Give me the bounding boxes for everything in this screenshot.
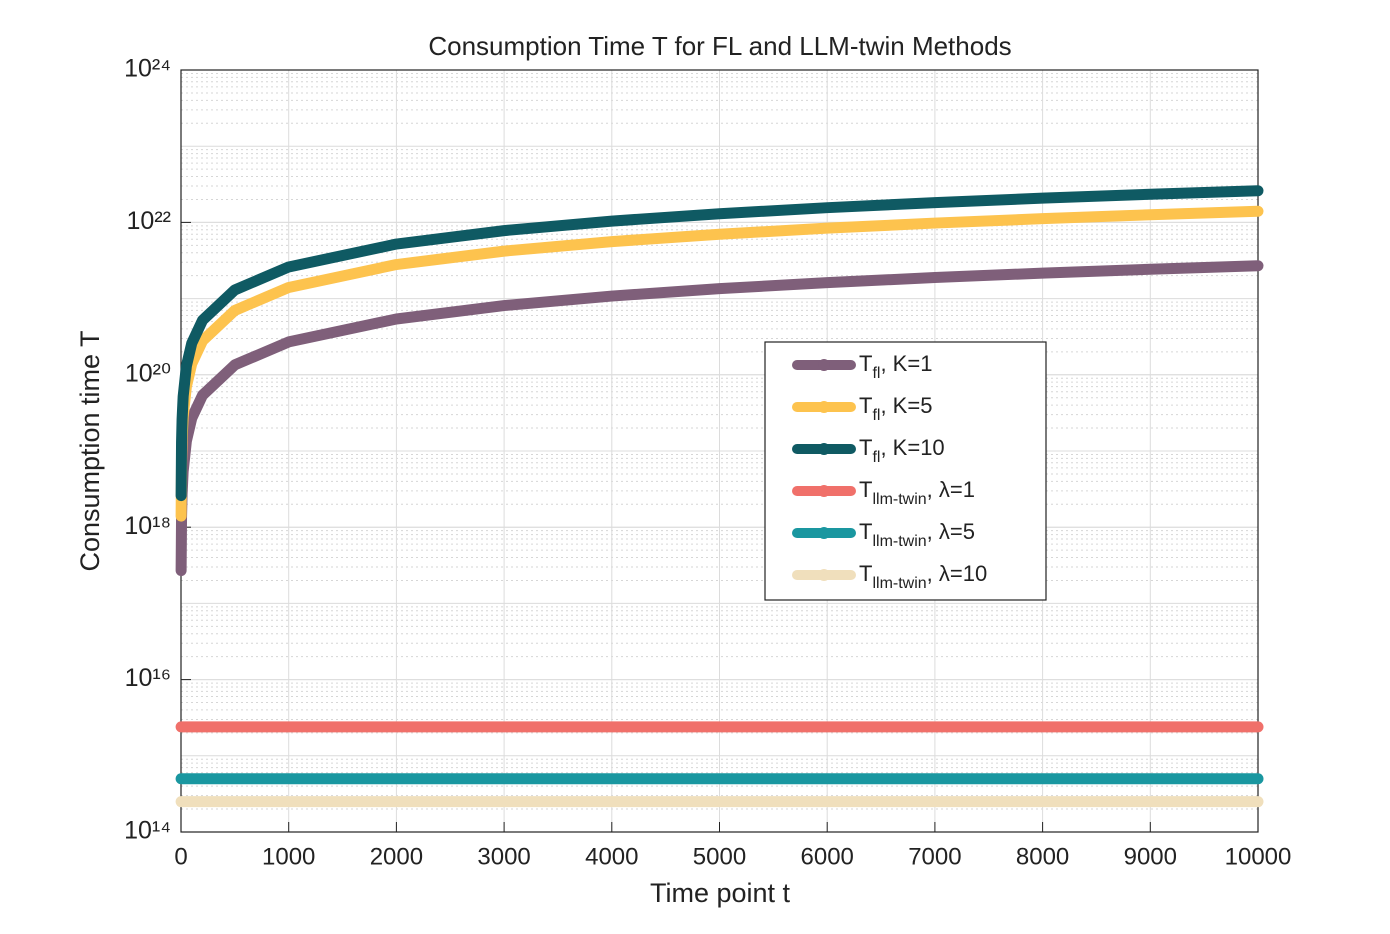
legend-marker [818,569,830,581]
legend-marker [818,443,830,455]
legend-label-part: , K=10 [880,435,944,460]
legend-label: Tfl, K=5 [859,393,932,424]
legend-label-part: T [859,477,872,502]
legend-label-sub: llm-twin [872,575,926,592]
legend-label: Tllm-twin, λ=10 [859,561,987,592]
legend-marker [818,485,830,497]
legend-label: Tllm-twin, λ=1 [859,477,975,508]
x-tick-label: 8000 [1016,843,1069,870]
legend-marker [818,401,830,413]
y-tick-label: 10¹⁶ [125,664,171,692]
x-axis-label: Time point t [650,878,791,908]
legend-marker [818,359,830,371]
x-tick-label: 5000 [693,843,746,870]
legend-label-sub: llm-twin [872,533,926,550]
legend-label-part: , λ=10 [927,561,988,586]
x-tick-label: 4000 [585,843,638,870]
x-tick-label: 6000 [801,843,854,870]
y-axis-label: Consumption time T [75,330,105,571]
legend-label-part: , K=5 [880,393,932,418]
x-tick-label: 10000 [1225,843,1292,870]
legend-label: Tllm-twin, λ=5 [859,519,975,550]
legend-box [764,341,1047,601]
y-tick-label: 10²⁴ [124,55,171,83]
x-tick-label: 1000 [262,843,315,870]
x-tick-label: 7000 [908,843,961,870]
legend-label-part: , λ=1 [927,477,975,502]
y-tick-label: 10²² [127,207,171,235]
legend-label: Tfl, K=10 [859,435,945,466]
y-tick-label: 10¹⁸ [124,512,171,540]
x-tick-label: 0 [174,843,187,870]
legend-marker [818,527,830,539]
legend-label: Tfl, K=1 [859,351,932,382]
legend-label-part: T [859,435,872,460]
chart-title: Consumption Time T for FL and LLM-twin M… [428,31,1011,61]
legend-label-part: T [859,561,872,586]
legend-label-sub: fl [872,407,880,424]
y-tick-label: 10¹⁴ [124,817,171,845]
x-tick-label: 9000 [1124,843,1177,870]
legend-label-sub: fl [872,365,880,382]
legend-label-part: , λ=5 [927,519,975,544]
x-tick-label: 2000 [370,843,423,870]
legend-label-part: T [859,519,872,544]
legend-label-part: , K=1 [880,351,932,376]
y-tick-label: 10²⁰ [125,359,171,387]
legend-label-sub: llm-twin [872,491,926,508]
legend-label-part: T [859,393,872,418]
legend-label-sub: fl [872,449,880,466]
x-tick-label: 3000 [477,843,530,870]
series-line [175,185,1264,502]
legend-label-part: T [859,351,872,376]
